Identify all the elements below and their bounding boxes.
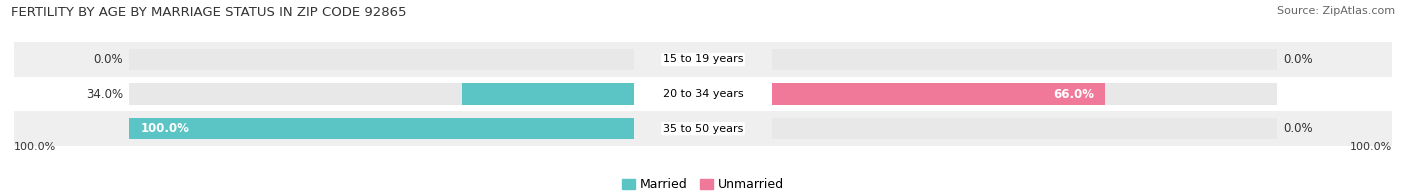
Bar [772,118,1277,139]
Bar [772,49,1277,70]
Legend: Married, Unmarried: Married, Unmarried [623,178,783,191]
Bar [14,42,1392,77]
Bar [129,49,634,70]
Bar [772,83,1105,105]
Text: Source: ZipAtlas.com: Source: ZipAtlas.com [1277,6,1395,16]
Bar [463,83,634,105]
Text: 34.0%: 34.0% [86,88,124,101]
Text: 0.0%: 0.0% [1282,122,1312,135]
Text: 0.0%: 0.0% [1282,53,1312,66]
Bar [129,83,634,105]
Bar [129,118,634,139]
Bar [772,83,1277,105]
Text: 15 to 19 years: 15 to 19 years [662,54,744,64]
Bar [14,111,1392,146]
Text: 20 to 34 years: 20 to 34 years [662,89,744,99]
Bar [14,77,1392,111]
Text: 35 to 50 years: 35 to 50 years [662,124,744,134]
Text: 66.0%: 66.0% [1053,88,1094,101]
Text: 100.0%: 100.0% [14,142,56,152]
Text: 100.0%: 100.0% [141,122,190,135]
Text: FERTILITY BY AGE BY MARRIAGE STATUS IN ZIP CODE 92865: FERTILITY BY AGE BY MARRIAGE STATUS IN Z… [11,6,406,19]
Text: 100.0%: 100.0% [1350,142,1392,152]
Text: 0.0%: 0.0% [94,53,124,66]
Bar [129,118,634,139]
